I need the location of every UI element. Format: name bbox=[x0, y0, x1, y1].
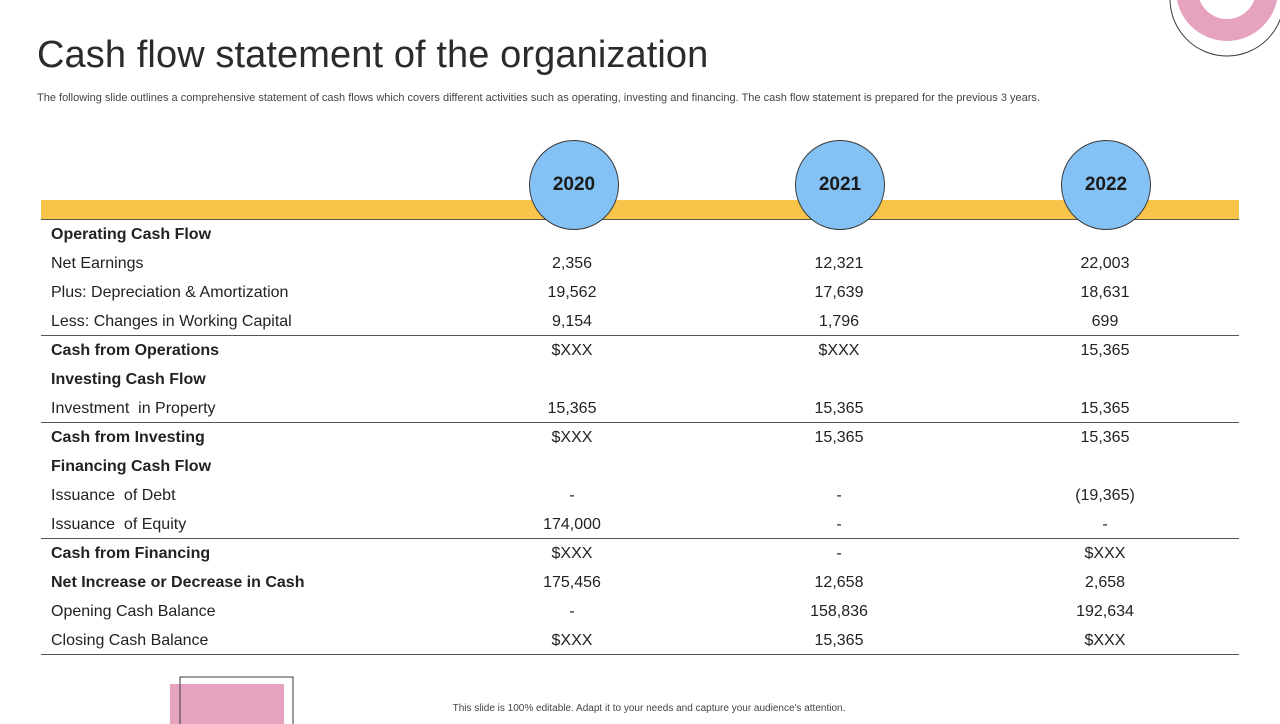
cell-2021: 12,321 bbox=[814, 255, 864, 272]
cash-flow-table: Operating Cash Flow Net Earnings 2,356 1… bbox=[41, 220, 1239, 655]
cell-2021: - bbox=[836, 487, 842, 504]
row-label: Operating Cash Flow bbox=[51, 226, 212, 243]
table-row: Financing Cash Flow bbox=[41, 452, 1239, 481]
table-row: Plus: Depreciation & Amortization 19,562… bbox=[41, 278, 1239, 307]
table-row: Cash from Investing $XXX 15,365 15,365 bbox=[41, 423, 1239, 452]
table-row: Cash from Operations $XXX $XXX 15,365 bbox=[41, 336, 1239, 365]
cell-2021: 158,836 bbox=[810, 603, 868, 620]
table-row: Issuance of Equity 174,000 - - bbox=[41, 510, 1239, 539]
table-row: Net Earnings 2,356 12,321 22,003 bbox=[41, 249, 1239, 278]
cell-2022: 2,658 bbox=[1084, 574, 1126, 591]
decorative-ring bbox=[1169, 0, 1280, 57]
row-label: Cash from Investing bbox=[51, 429, 205, 446]
table-row: Investment in Property 15,365 15,365 15,… bbox=[41, 394, 1239, 423]
cell-2020: $XXX bbox=[551, 429, 593, 446]
row-label: Net Earnings bbox=[51, 255, 144, 272]
table-row: Cash from Financing $XXX - $XXX bbox=[41, 539, 1239, 568]
cell-2021: 15,365 bbox=[814, 632, 864, 649]
cell-2022: $XXX bbox=[1084, 545, 1126, 562]
cell-2022: - bbox=[1102, 516, 1108, 533]
cell-2022: (19,365) bbox=[1075, 487, 1135, 504]
row-label: Financing Cash Flow bbox=[51, 458, 212, 475]
row-label: Opening Cash Balance bbox=[51, 603, 216, 620]
cell-2021: - bbox=[836, 545, 842, 562]
row-label: Net Increase or Decrease in Cash bbox=[51, 574, 305, 591]
row-label: Investing Cash Flow bbox=[51, 371, 206, 388]
cell-2022: 22,003 bbox=[1080, 255, 1130, 272]
year-2020-badge: 2020 bbox=[529, 140, 619, 230]
cell-2021: 15,365 bbox=[814, 400, 864, 417]
cell-2020: $XXX bbox=[551, 632, 593, 649]
year-2022-badge: 2022 bbox=[1061, 140, 1151, 230]
table-header-band bbox=[41, 200, 1239, 220]
page-title: Cash flow statement of the organization bbox=[37, 34, 709, 76]
row-label: Issuance of Debt bbox=[51, 487, 176, 504]
cell-2021: 12,658 bbox=[814, 574, 864, 591]
cell-2020: 2,356 bbox=[551, 255, 593, 272]
cell-2021: 17,639 bbox=[814, 284, 864, 301]
cell-2021: $XXX bbox=[818, 342, 860, 359]
cell-2022: 15,365 bbox=[1080, 342, 1130, 359]
page-subtitle: The following slide outlines a comprehen… bbox=[37, 92, 1040, 104]
cell-2022: 15,365 bbox=[1080, 429, 1130, 446]
table-row: Issuance of Debt - - (19,365) bbox=[41, 481, 1239, 510]
cell-2021: 1,796 bbox=[818, 313, 860, 330]
table-row: Opening Cash Balance - 158,836 192,634 bbox=[41, 597, 1239, 626]
row-label: Closing Cash Balance bbox=[51, 632, 209, 649]
row-label: Cash from Operations bbox=[51, 342, 220, 359]
cell-2021: - bbox=[836, 516, 842, 533]
cell-2020: 9,154 bbox=[551, 313, 593, 330]
row-label: Investment in Property bbox=[51, 400, 216, 417]
cell-2020: $XXX bbox=[551, 545, 593, 562]
cell-2022: 699 bbox=[1091, 313, 1119, 330]
row-label: Cash from Financing bbox=[51, 545, 211, 562]
cell-2020: - bbox=[569, 487, 575, 504]
table-row: Investing Cash Flow bbox=[41, 365, 1239, 394]
table-row: Operating Cash Flow bbox=[41, 220, 1239, 249]
row-label: Plus: Depreciation & Amortization bbox=[51, 284, 289, 301]
table-row: Closing Cash Balance $XXX 15,365 $XXX bbox=[41, 626, 1239, 655]
row-label: Less: Changes in Working Capital bbox=[51, 313, 292, 330]
cell-2022: $XXX bbox=[1084, 632, 1126, 649]
cell-2020: 175,456 bbox=[543, 574, 601, 591]
cell-2021: 15,365 bbox=[814, 429, 864, 446]
cell-2020: - bbox=[569, 603, 575, 620]
cell-2020: 19,562 bbox=[547, 284, 597, 301]
cell-2022: 15,365 bbox=[1080, 400, 1130, 417]
cell-2022: 192,634 bbox=[1076, 603, 1134, 620]
table-row: Net Increase or Decrease in Cash 175,456… bbox=[41, 568, 1239, 597]
cell-2020: 174,000 bbox=[543, 516, 601, 533]
table-row: Less: Changes in Working Capital 9,154 1… bbox=[41, 307, 1239, 336]
cell-2022: 18,631 bbox=[1080, 284, 1130, 301]
cell-2020: $XXX bbox=[551, 342, 593, 359]
cell-2020: 15,365 bbox=[547, 400, 597, 417]
footer-note: This slide is 100% editable. Adapt it to… bbox=[452, 703, 846, 714]
row-label: Issuance of Equity bbox=[51, 516, 187, 533]
decorative-block bbox=[170, 676, 294, 724]
year-2021-badge: 2021 bbox=[795, 140, 885, 230]
